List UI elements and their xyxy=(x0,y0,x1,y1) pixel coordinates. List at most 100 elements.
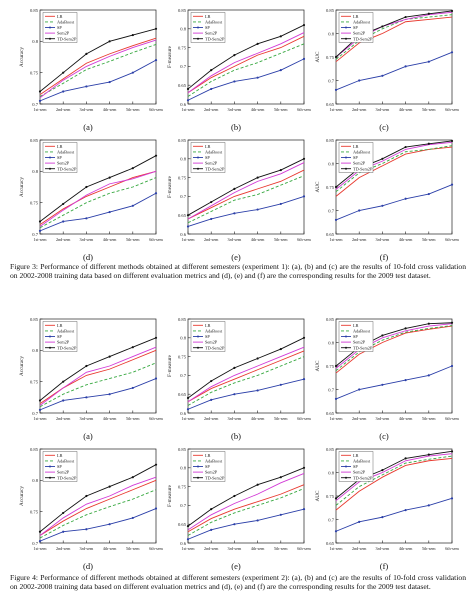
series-point-sp xyxy=(334,88,338,91)
figure-caption: Figure 3: Performance of different metho… xyxy=(10,262,466,281)
legend-label: LR xyxy=(205,453,211,458)
legend-label: SP xyxy=(205,25,210,30)
series-point-td-sem2p xyxy=(302,23,306,27)
series-point-sp xyxy=(85,217,88,220)
y-tick-label: 0.7 xyxy=(328,208,334,213)
x-tick-label: 2nd-sem xyxy=(56,237,71,242)
series-line-adaboost xyxy=(187,43,305,97)
series-line-td-sem2p xyxy=(187,24,305,90)
x-tick-label: 4th-sem xyxy=(399,107,413,112)
series-point-sp xyxy=(38,99,42,102)
line-chart: 0.65 0.7 0.75 0.8 0.85 1st-sem 2nd-sem 3rd-sem 4… xyxy=(315,138,459,242)
series-point-td-sem2p xyxy=(62,202,65,206)
x-tick-label: 3rd-sem xyxy=(80,107,94,112)
y-axis-label: F-measure xyxy=(167,45,173,68)
series-point-sp xyxy=(279,383,282,386)
series-point-sp xyxy=(381,516,384,519)
series-point-sp xyxy=(85,396,88,399)
panel-label: (c) xyxy=(379,122,389,132)
series-point-td-sem2p xyxy=(186,87,190,91)
series-point-td-sem2p xyxy=(404,327,407,330)
panel-label: (b) xyxy=(231,431,241,441)
y-tick-label: 0.85 xyxy=(30,8,39,13)
chart-panel-4f: 0.65 0.7 0.75 0.8 0.85 1st-sem 2nd-sem 3rd-sem 4… xyxy=(310,443,459,571)
series-point-sp xyxy=(154,377,158,380)
legend-marker xyxy=(197,346,199,349)
series-point-td-sem2p xyxy=(131,346,134,349)
series-point-sp xyxy=(450,364,454,368)
y-tick-label: 0.6 xyxy=(180,232,186,237)
series-point-sp xyxy=(279,202,282,206)
panel-label: (b) xyxy=(231,122,241,132)
y-tick-label: 0.75 xyxy=(326,185,335,190)
x-tick-label: 5th-sem xyxy=(422,416,436,421)
legend-label: TD-Sem2P xyxy=(57,166,77,171)
series-line-sem2p xyxy=(39,39,157,99)
x-tick-label: 4th-sem xyxy=(103,546,117,551)
panel-label: (a) xyxy=(83,122,93,132)
series-point-td-sem2p xyxy=(233,54,236,57)
y-axis-label: Accuracy xyxy=(19,177,25,197)
legend-label: Sem2P xyxy=(353,31,366,36)
y-axis-label: F-measure xyxy=(167,175,173,198)
legend-marker xyxy=(49,37,51,40)
y-tick-label: 0.8 xyxy=(328,340,334,345)
series-point-sp xyxy=(108,210,111,214)
legend-label: Sem2P xyxy=(353,470,366,475)
chart-panel-4c: 0.65 0.7 0.75 0.8 0.85 1st-sem 2nd-sem 3rd-sem 4… xyxy=(310,313,459,441)
series-line-lr xyxy=(187,484,305,533)
legend-label: SP xyxy=(353,155,358,160)
legend-label: TD-Sem2P xyxy=(205,36,225,41)
series-line-sem2p xyxy=(335,141,453,190)
series-point-td-sem2p xyxy=(450,450,454,453)
line-chart: 0.65 0.7 0.75 0.8 0.85 1st-sem 2nd-sem 3rd-sem 4… xyxy=(315,447,459,551)
x-tick-label: 6th-sem xyxy=(297,416,311,421)
series-point-td-sem2p xyxy=(210,508,213,511)
x-tick-label: 2nd-sem xyxy=(204,546,219,551)
legend-label: SP xyxy=(353,464,358,469)
series-line-adaboost xyxy=(335,325,453,372)
series-point-td-sem2p xyxy=(108,355,111,358)
legend-label: AdaBoost xyxy=(57,459,75,464)
series-line-lr xyxy=(335,325,453,374)
series-line-sp xyxy=(335,51,453,91)
series-point-td-sem2p xyxy=(85,185,88,189)
legend-label: TD-Sem2P xyxy=(353,345,373,350)
figure-3: 0.7 0.75 0.8 0.85 1st-sem 2nd-sem 3rd-sem 4th-s… xyxy=(0,0,474,300)
legend-label: SP xyxy=(205,464,210,469)
series-line-adaboost xyxy=(39,489,157,539)
x-tick-label: 6th-sem xyxy=(297,107,311,112)
series-point-td-sem2p xyxy=(62,71,65,74)
series-line-lr xyxy=(335,457,453,511)
series-point-sp xyxy=(210,398,213,401)
series-point-td-sem2p xyxy=(154,154,158,157)
series-line-sem2p xyxy=(335,453,453,502)
series-point-sp xyxy=(256,389,259,392)
y-tick-label: 0.85 xyxy=(326,317,335,322)
legend-label: Sem2P xyxy=(353,161,366,166)
series-line-lr xyxy=(335,16,453,63)
series-point-sp xyxy=(233,212,236,215)
series-point-td-sem2p xyxy=(108,485,111,488)
legend-label: TD-Sem2P xyxy=(205,166,225,171)
legend-label: AdaBoost xyxy=(205,329,223,334)
x-tick-label: 3rd-sem xyxy=(80,546,94,551)
series-point-sp xyxy=(62,90,65,93)
series-point-td-sem2p xyxy=(381,25,384,28)
legend-label: LR xyxy=(205,323,211,328)
series-line-lr xyxy=(335,146,453,197)
series-point-td-sem2p xyxy=(186,524,190,528)
legend-marker xyxy=(197,37,199,40)
y-tick-label: 0.85 xyxy=(326,447,335,452)
y-tick-label: 0.75 xyxy=(178,45,187,50)
panel-label: (f) xyxy=(379,561,389,571)
legend-label: AdaBoost xyxy=(205,150,223,155)
legend-label: LR xyxy=(57,323,63,328)
legend-label: Sem2P xyxy=(205,161,218,166)
series-point-td-sem2p xyxy=(233,494,236,498)
series-point-sp xyxy=(38,408,42,411)
series-point-sp xyxy=(154,507,158,510)
y-tick-label: 0.8 xyxy=(180,157,186,162)
legend-label: AdaBoost xyxy=(57,150,75,155)
legend-label: Sem2P xyxy=(205,31,218,36)
